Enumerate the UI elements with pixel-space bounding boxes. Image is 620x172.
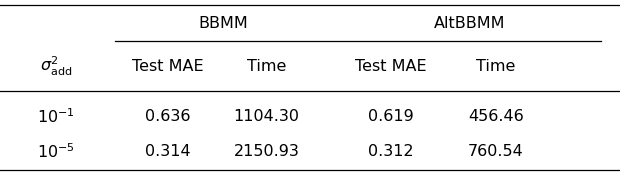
Text: Time: Time — [247, 59, 286, 74]
Text: $10^{-5}$: $10^{-5}$ — [37, 142, 75, 161]
Text: 456.46: 456.46 — [468, 109, 524, 125]
Text: AltBBMM: AltBBMM — [434, 16, 505, 31]
Text: Test MAE: Test MAE — [355, 59, 427, 74]
Text: 2150.93: 2150.93 — [234, 144, 299, 159]
Text: BBMM: BBMM — [198, 16, 248, 31]
Text: Test MAE: Test MAE — [131, 59, 203, 74]
Text: $10^{-1}$: $10^{-1}$ — [37, 108, 75, 126]
Text: 0.619: 0.619 — [368, 109, 414, 125]
Text: 1104.30: 1104.30 — [234, 109, 299, 125]
Text: 0.636: 0.636 — [144, 109, 190, 125]
Text: 0.314: 0.314 — [144, 144, 190, 159]
Text: 0.312: 0.312 — [368, 144, 414, 159]
Text: $\sigma^2_{\mathrm{add}}$: $\sigma^2_{\mathrm{add}}$ — [40, 55, 72, 78]
Text: Time: Time — [476, 59, 516, 74]
Text: 760.54: 760.54 — [468, 144, 524, 159]
